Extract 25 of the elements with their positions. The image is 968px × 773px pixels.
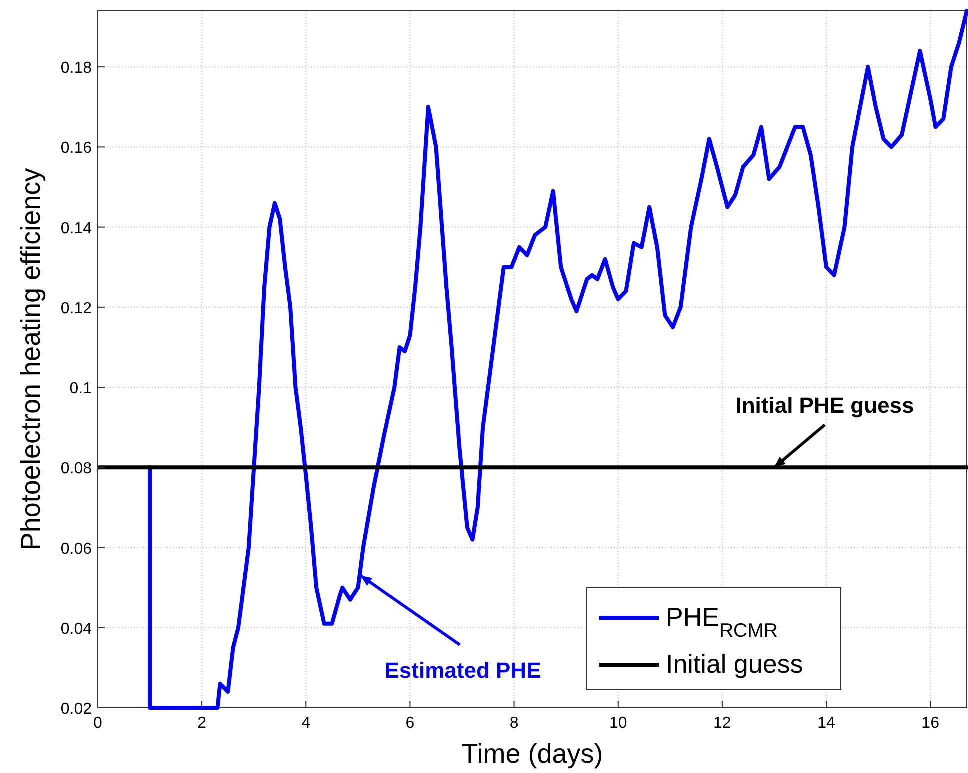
y-tick-label: 0.18 bbox=[60, 60, 92, 78]
y-tick-label: 0.1 bbox=[70, 380, 92, 398]
y-axis-title: Photoelectron heating efficiency bbox=[16, 168, 46, 551]
y-tick-label: 0.02 bbox=[60, 701, 92, 718]
y-tick-label: 0.08 bbox=[60, 460, 92, 478]
x-axis-title: Time (days) bbox=[462, 739, 604, 769]
x-tick-label: 10 bbox=[609, 715, 628, 732]
annotation: Estimated PHE bbox=[384, 658, 542, 683]
y-tick-label: 0.06 bbox=[60, 540, 92, 558]
x-tick-label: 12 bbox=[714, 715, 732, 732]
x-tick-label: 8 bbox=[510, 715, 519, 732]
legend-label: PHE$_{RCMR}$ bbox=[666, 602, 778, 642]
y-tick-label: 0.14 bbox=[60, 220, 92, 238]
x-tick-label: 0 bbox=[94, 715, 103, 732]
y-tick-label: 0.16 bbox=[60, 140, 92, 158]
y-tick-label: 0.12 bbox=[60, 300, 92, 318]
legend-label: Initial guess bbox=[666, 649, 804, 679]
x-tick-label: 4 bbox=[302, 715, 311, 732]
x-tick-label: 2 bbox=[198, 715, 207, 732]
x-tick-label: 6 bbox=[406, 715, 415, 732]
x-tick-label: 16 bbox=[922, 715, 940, 732]
line-series bbox=[148, 9, 968, 710]
x-tick-label: 14 bbox=[818, 715, 836, 732]
annotation: Initial PHE guess bbox=[736, 393, 914, 418]
y-tick-label: 0.04 bbox=[60, 620, 92, 638]
